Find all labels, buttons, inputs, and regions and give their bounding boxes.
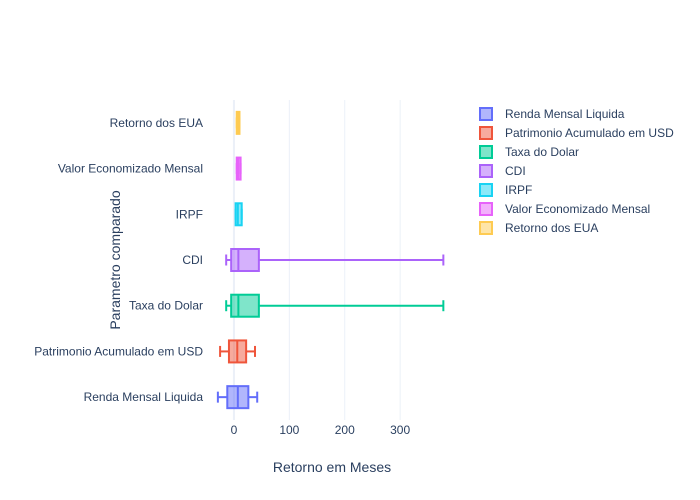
x-tick-label: 100 — [279, 423, 299, 437]
legend-item[interactable]: Renda Mensal Liquida — [479, 107, 625, 121]
legend-item[interactable]: Retorno dos EUA — [479, 221, 598, 235]
legend-swatch — [479, 221, 493, 235]
box-trace[interactable] — [219, 339, 256, 364]
legend-label: CDI — [505, 164, 526, 178]
legend-swatch — [479, 126, 493, 140]
legend-label: Renda Mensal Liquida — [505, 107, 625, 121]
box-trace[interactable] — [235, 156, 242, 181]
x-tick-label: 0 — [231, 423, 238, 437]
legend-swatch — [479, 202, 493, 216]
legend-item[interactable]: Taxa do Dolar — [479, 145, 579, 159]
legend-swatch — [479, 164, 493, 178]
box-trace[interactable] — [216, 385, 259, 410]
box-trace[interactable] — [225, 293, 445, 318]
box-trace[interactable] — [225, 248, 445, 272]
x-axis-ticks: 0 100 200 300 — [231, 423, 411, 437]
x-tick-label: 200 — [335, 423, 355, 437]
box-iqr[interactable] — [230, 248, 260, 272]
legend-item[interactable]: CDI — [479, 164, 526, 178]
legend-swatch — [479, 107, 493, 121]
legend-label: Valor Economizado Mensal — [505, 202, 650, 216]
box-layer — [216, 110, 445, 410]
y-tick-label: Patrimonio Acumulado em USD — [34, 344, 203, 358]
y-tick-label: Taxa do Dolar — [129, 299, 203, 313]
legend-swatch — [479, 145, 493, 159]
x-axis-title: Retorno em Meses — [273, 459, 391, 475]
legend-item[interactable]: IRPF — [479, 183, 532, 197]
legend-label: IRPF — [505, 183, 532, 197]
legend[interactable]: Renda Mensal Liquida Patrimonio Acumulado… — [479, 107, 674, 235]
y-axis-ticks: Renda Mensal Liquida Patrimonio Acumulado… — [34, 116, 203, 404]
y-tick-label: IRPF — [176, 207, 203, 221]
y-tick-label: Retorno dos EUA — [110, 116, 203, 130]
legend-item[interactable]: Patrimonio Acumulado em USD — [479, 126, 674, 140]
legend-item[interactable]: Valor Economizado Mensal — [479, 202, 650, 216]
y-axis-title: Parametro comparado — [107, 190, 123, 330]
box-trace[interactable] — [234, 202, 243, 227]
box-trace[interactable] — [235, 110, 241, 135]
y-tick-label: Renda Mensal Liquida — [84, 390, 204, 404]
y-tick-label: Valor Economizado Mensal — [58, 162, 203, 176]
y-tick-label: CDI — [182, 253, 203, 267]
x-tick-label: 300 — [390, 423, 410, 437]
box-iqr[interactable] — [230, 293, 260, 318]
legend-label: Patrimonio Acumulado em USD — [505, 126, 674, 140]
legend-label: Taxa do Dolar — [505, 145, 579, 159]
legend-swatch — [479, 183, 493, 197]
legend-label: Retorno dos EUA — [505, 221, 598, 235]
